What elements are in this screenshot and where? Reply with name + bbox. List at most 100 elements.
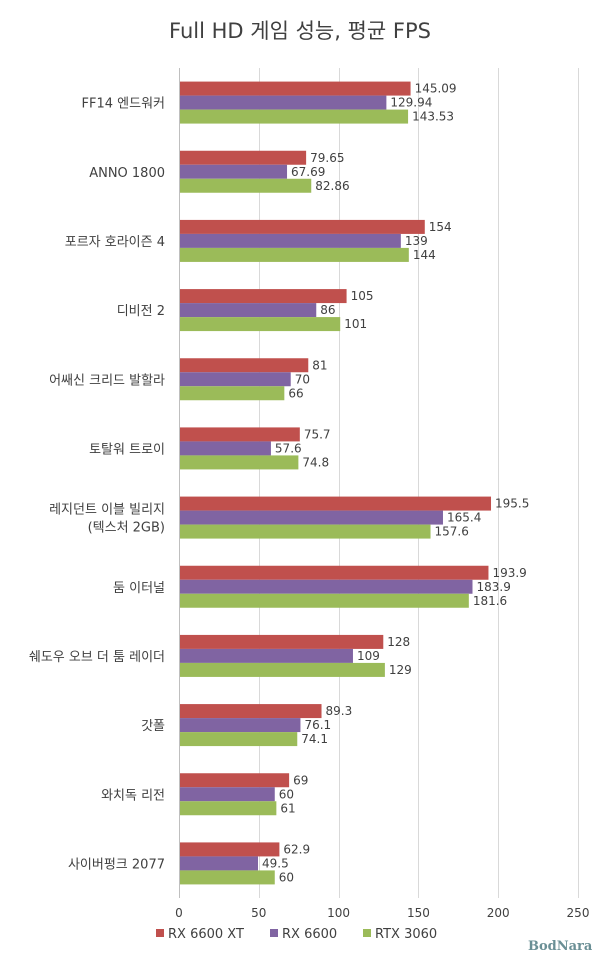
data-label: 154 [429, 220, 452, 234]
x-tick-label: 0 [175, 906, 183, 920]
data-label: 79.65 [310, 151, 344, 165]
category-label: 디비전 2 [117, 304, 165, 319]
bar [180, 178, 312, 193]
data-label: 181.6 [473, 594, 507, 608]
data-label: 69 [293, 773, 308, 787]
category-label: 토탈워 트로이 [89, 442, 165, 457]
bar [180, 289, 347, 304]
x-tick-label: 150 [407, 906, 430, 920]
bar [180, 95, 387, 110]
bar [180, 372, 291, 387]
data-label: 70 [295, 372, 310, 386]
bar [180, 662, 385, 677]
data-label: 81 [312, 358, 327, 372]
data-label: 57.6 [275, 441, 302, 455]
legend-swatch [270, 929, 278, 937]
bar [180, 648, 353, 663]
data-label: 76.1 [304, 718, 331, 732]
data-label: 195.5 [495, 497, 529, 511]
data-label: 60 [279, 787, 294, 801]
data-label: 74.8 [302, 455, 329, 469]
bar [180, 773, 290, 788]
chart-title: Full HD 게임 성능, 평균 FPS [169, 19, 431, 43]
data-label: 66 [288, 386, 303, 400]
category-label: FF14 엔드워커 [82, 97, 165, 112]
bar [180, 718, 301, 733]
data-label: 89.3 [326, 704, 353, 718]
x-tick-label: 250 [567, 906, 590, 920]
data-label: 74.1 [301, 732, 328, 746]
data-label: 67.69 [291, 165, 325, 179]
bar [180, 524, 431, 539]
bar [180, 358, 309, 373]
category-label: 쉐도우 오브 더 툼 레이더 [29, 650, 165, 665]
legend-swatch [156, 929, 164, 937]
bar [180, 732, 298, 747]
bar [180, 870, 275, 885]
x-tick-label: 200 [487, 906, 510, 920]
legend-swatch [363, 929, 371, 937]
bar [180, 109, 409, 124]
data-label: 61 [280, 801, 295, 815]
category-label: 갓폴 [141, 719, 165, 734]
data-label: 75.7 [304, 427, 331, 441]
bar [180, 801, 277, 816]
category-label: 사이버펑크 2077 [68, 857, 165, 872]
bar [180, 219, 425, 234]
bar [180, 842, 280, 857]
bar [180, 579, 473, 594]
data-label: 144 [413, 248, 436, 262]
legend: RX 6600 XT RX 6600 RTX 3060 [156, 927, 437, 942]
data-label: 62.9 [283, 842, 310, 856]
bar [180, 787, 275, 802]
legend-label: RX 6600 [282, 927, 337, 942]
data-label: 145.09 [415, 82, 457, 96]
category-label: 어쌔신 크리드 발할라 [49, 373, 165, 388]
bar [180, 427, 300, 442]
bar [180, 386, 285, 401]
x-tick-label: 100 [327, 906, 350, 920]
bar [180, 247, 409, 262]
bar [180, 317, 341, 332]
bar [180, 81, 411, 96]
category-label: 포르자 호라이즌 4 [65, 235, 165, 250]
bar [180, 455, 299, 470]
data-label: 109 [357, 649, 380, 663]
bars-layer [180, 81, 492, 885]
x-tick-label: 50 [251, 906, 266, 920]
data-label: 183.9 [477, 580, 511, 594]
data-label: 129.94 [390, 96, 432, 110]
data-label: 86 [320, 303, 335, 317]
category-label: (텍스처 2GB) [88, 521, 165, 536]
data-label: 129 [389, 663, 412, 677]
bar [180, 233, 401, 248]
data-label: 128 [387, 635, 410, 649]
data-label: 49.5 [262, 856, 289, 870]
category-label: 레지던트 이블 빌리지 [49, 503, 165, 518]
data-label: 165.4 [447, 511, 481, 525]
bar [180, 150, 307, 165]
legend-label: RX 6600 XT [168, 927, 244, 942]
category-label: 둠 이터널 [113, 581, 165, 596]
legend-label: RTX 3060 [375, 927, 437, 942]
bar [180, 634, 384, 649]
category-label: ANNO 1800 [89, 166, 165, 181]
bar [180, 303, 317, 318]
bar [180, 593, 469, 608]
data-label: 139 [405, 234, 428, 248]
data-label: 143.53 [412, 110, 454, 124]
bar [180, 565, 489, 580]
data-label: 157.6 [435, 525, 469, 539]
bar [180, 510, 443, 525]
data-label: 60 [279, 870, 294, 884]
bar [180, 441, 271, 456]
data-label: 105 [351, 289, 374, 303]
grid-layer: 0 50 100 150 200 250 [175, 68, 589, 920]
bar [180, 164, 288, 179]
bar [180, 856, 259, 871]
data-label: 193.9 [492, 566, 526, 580]
bar [180, 496, 492, 511]
watermark-logo: BodNara [528, 939, 593, 954]
